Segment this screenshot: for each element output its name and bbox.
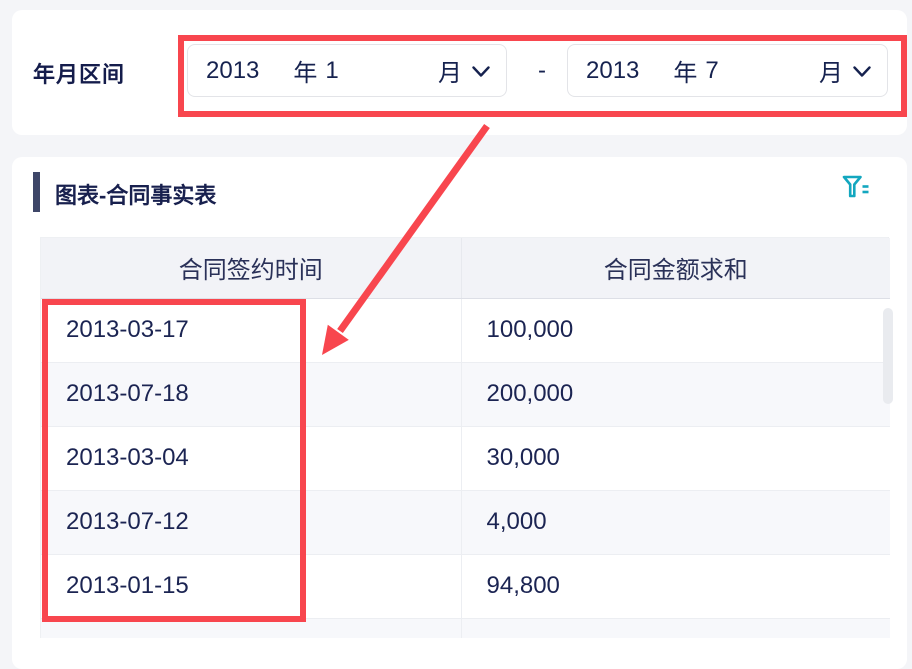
scrollbar-thumb[interactable]: [883, 308, 893, 404]
start-month-value: 1: [325, 56, 339, 84]
table-card: 图表-合同事实表 合同签约时间 合同金额求和 2013-03: [12, 157, 907, 669]
column-header-sign-date: 合同签约时间: [41, 238, 462, 299]
end-year-value: 2013: [586, 56, 640, 84]
title-accent-bar: [33, 172, 40, 212]
start-year-unit: 年: [293, 60, 318, 87]
end-month-unit: 月: [819, 60, 843, 87]
table-row: 2013-07-12 4,000: [41, 490, 890, 555]
table-row-partial: [41, 618, 890, 638]
date-range-label: 年月区间: [33, 62, 126, 87]
cell-amount: 4,000: [461, 490, 890, 555]
start-date-select[interactable]: 2013 年 1 月: [187, 44, 507, 97]
date-range-card: 年月区间 2013 年 1 月 - 2013 年 7 月: [12, 10, 907, 135]
end-year-unit: 年: [673, 60, 698, 87]
column-header-amount-sum: 合同金额求和: [461, 238, 890, 299]
cell-date: 2013-03-04: [41, 426, 462, 491]
card-title: 图表-合同事实表: [55, 183, 217, 208]
cell-date: 2013-07-12: [41, 490, 462, 555]
start-month-unit: 月: [438, 60, 462, 87]
chevron-down-icon: [472, 57, 490, 85]
table-row: 2013-01-15 94,800: [41, 554, 890, 619]
start-year-value: 2013: [206, 56, 260, 84]
end-month-value: 7: [705, 56, 719, 84]
range-separator: -: [538, 56, 546, 84]
cell-amount: 200,000: [461, 362, 890, 427]
cell-amount: 100,000: [461, 298, 890, 363]
chevron-down-icon: [853, 57, 871, 85]
table-row: 2013-03-04 30,000: [41, 426, 890, 491]
table-header-row: 合同签约时间 合同金额求和: [41, 238, 890, 299]
table-row: 2013-03-17 100,000: [41, 298, 890, 363]
cell-amount: 30,000: [461, 426, 890, 491]
cell-amount: 94,800: [461, 554, 890, 619]
contract-table-wrapper: 合同签约时间 合同金额求和 2013-03-17 100,000 2013-07…: [40, 237, 890, 638]
filter-icon[interactable]: [841, 173, 871, 203]
end-date-select[interactable]: 2013 年 7 月: [567, 44, 888, 97]
table-row: 2013-07-18 200,000: [41, 362, 890, 427]
contract-table: 合同签约时间 合同金额求和 2013-03-17 100,000 2013-07…: [41, 238, 890, 638]
cell-date: 2013-03-17: [41, 298, 462, 363]
cell-date: 2013-01-15: [41, 554, 462, 619]
cell-date: 2013-07-18: [41, 362, 462, 427]
